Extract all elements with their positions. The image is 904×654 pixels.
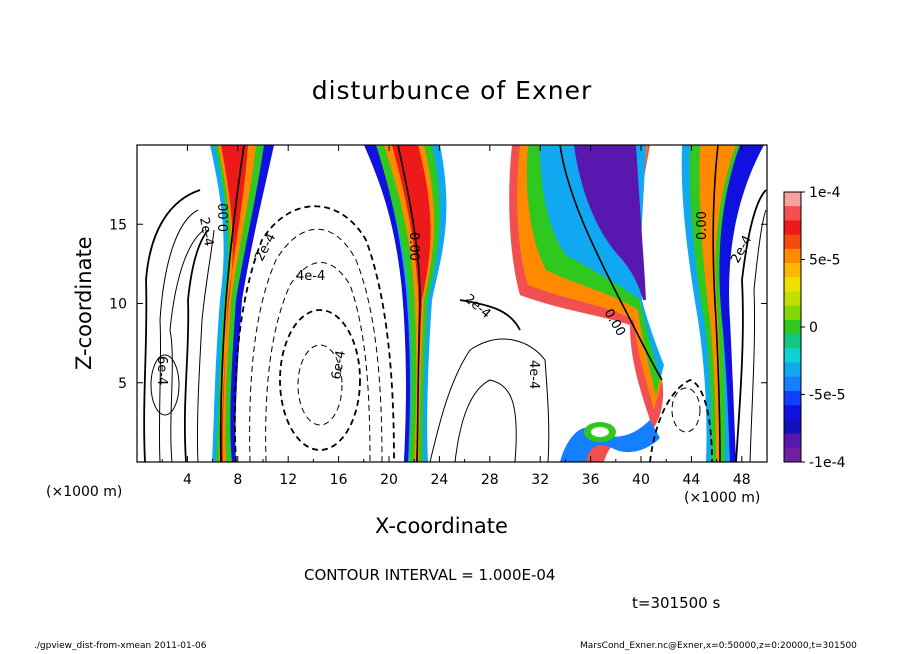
colorbar-swatch — [784, 376, 801, 392]
colorbar-swatch — [784, 390, 801, 406]
colorbar-swatch — [784, 206, 801, 221]
colorbar-swatch — [784, 305, 801, 321]
y-tick-label: 10 — [109, 297, 127, 313]
x-tick-label: 44 — [682, 472, 700, 488]
contour-label: 2e-4 — [196, 216, 216, 247]
x-tick-label: 12 — [279, 472, 297, 488]
contour-label: 0.00 — [695, 211, 710, 240]
color-band-2 — [364, 145, 447, 462]
colorbar-label: -5e-5 — [809, 388, 846, 404]
chart-title: disturbunce of Exner — [311, 76, 593, 105]
x-tick-label: 20 — [380, 472, 398, 488]
colorbar-swatch — [784, 234, 801, 250]
contour-interval-text: CONTOUR INTERVAL = 1.000E-04 — [304, 566, 556, 584]
x-tick-label: 36 — [582, 472, 600, 488]
contour-label: 6e-4 — [154, 356, 169, 385]
contour-label: 4e-4 — [526, 360, 541, 389]
y-axis-label: Z-coordinate — [72, 236, 96, 370]
x-tick-label: 28 — [481, 472, 499, 488]
x-tick-label: 16 — [330, 472, 348, 488]
positive-contours — [143, 189, 767, 462]
contour-label: 0.00 — [217, 203, 232, 232]
colorbar-swatch — [784, 348, 801, 364]
x-tick-label: 8 — [233, 472, 242, 488]
zero-contours — [219, 145, 721, 462]
color-band-3 — [509, 145, 664, 462]
colorbar-swatch — [784, 291, 801, 307]
colorbar-swatch — [784, 220, 801, 236]
colorbar-label: -1e-4 — [809, 455, 846, 471]
colorbar-swatch — [784, 447, 801, 463]
colorbar-swatch — [784, 192, 801, 207]
negative-contours — [233, 205, 713, 462]
x-unit-label-left: (×1000 m) — [46, 484, 123, 500]
colorbar-swatch — [784, 263, 801, 278]
contour-label: 4e-4 — [296, 269, 325, 284]
colorbar-swatch — [784, 319, 801, 335]
colorbar-label: 5e-5 — [809, 253, 840, 269]
footer-left: ./gpview_dist-from-xmean 2011-01-06 — [34, 641, 207, 651]
x-tick-label: 4 — [183, 472, 192, 488]
x-unit-label-right: (×1000 m) — [684, 490, 761, 506]
colorbar-swatch — [784, 334, 801, 349]
colorbar-label: 1e-4 — [809, 185, 841, 201]
x-tick-label: 24 — [430, 472, 448, 488]
x-axis-label: X-coordinate — [375, 514, 508, 538]
colorbar-swatch — [784, 419, 801, 435]
colorbar-swatch — [784, 433, 801, 449]
colorbar-swatch — [784, 362, 801, 378]
colorbar-swatch — [784, 277, 801, 292]
x-tick-label: 40 — [632, 472, 650, 488]
contour-label: 6e-4 — [329, 349, 349, 380]
x-tick-label: 48 — [733, 472, 751, 488]
x-tick-label: 32 — [531, 472, 549, 488]
colorbar-swatch — [784, 405, 801, 420]
colorbar-swatch — [784, 248, 801, 264]
y-tick-label: 5 — [118, 376, 127, 392]
y-tick-label: 15 — [109, 217, 127, 233]
footer-right: MarsCond_Exner.nc@Exner,x=0:50000,z=0:20… — [580, 641, 857, 651]
color-band-4 — [681, 145, 764, 462]
contour-label: 0.00 — [406, 232, 421, 261]
colorbar-label: 0 — [809, 320, 818, 336]
colorbar: 1e-4 5e-5 0 -5e-5 -1e-4 — [783, 185, 846, 471]
time-stamp: t=301500 s — [632, 594, 721, 612]
